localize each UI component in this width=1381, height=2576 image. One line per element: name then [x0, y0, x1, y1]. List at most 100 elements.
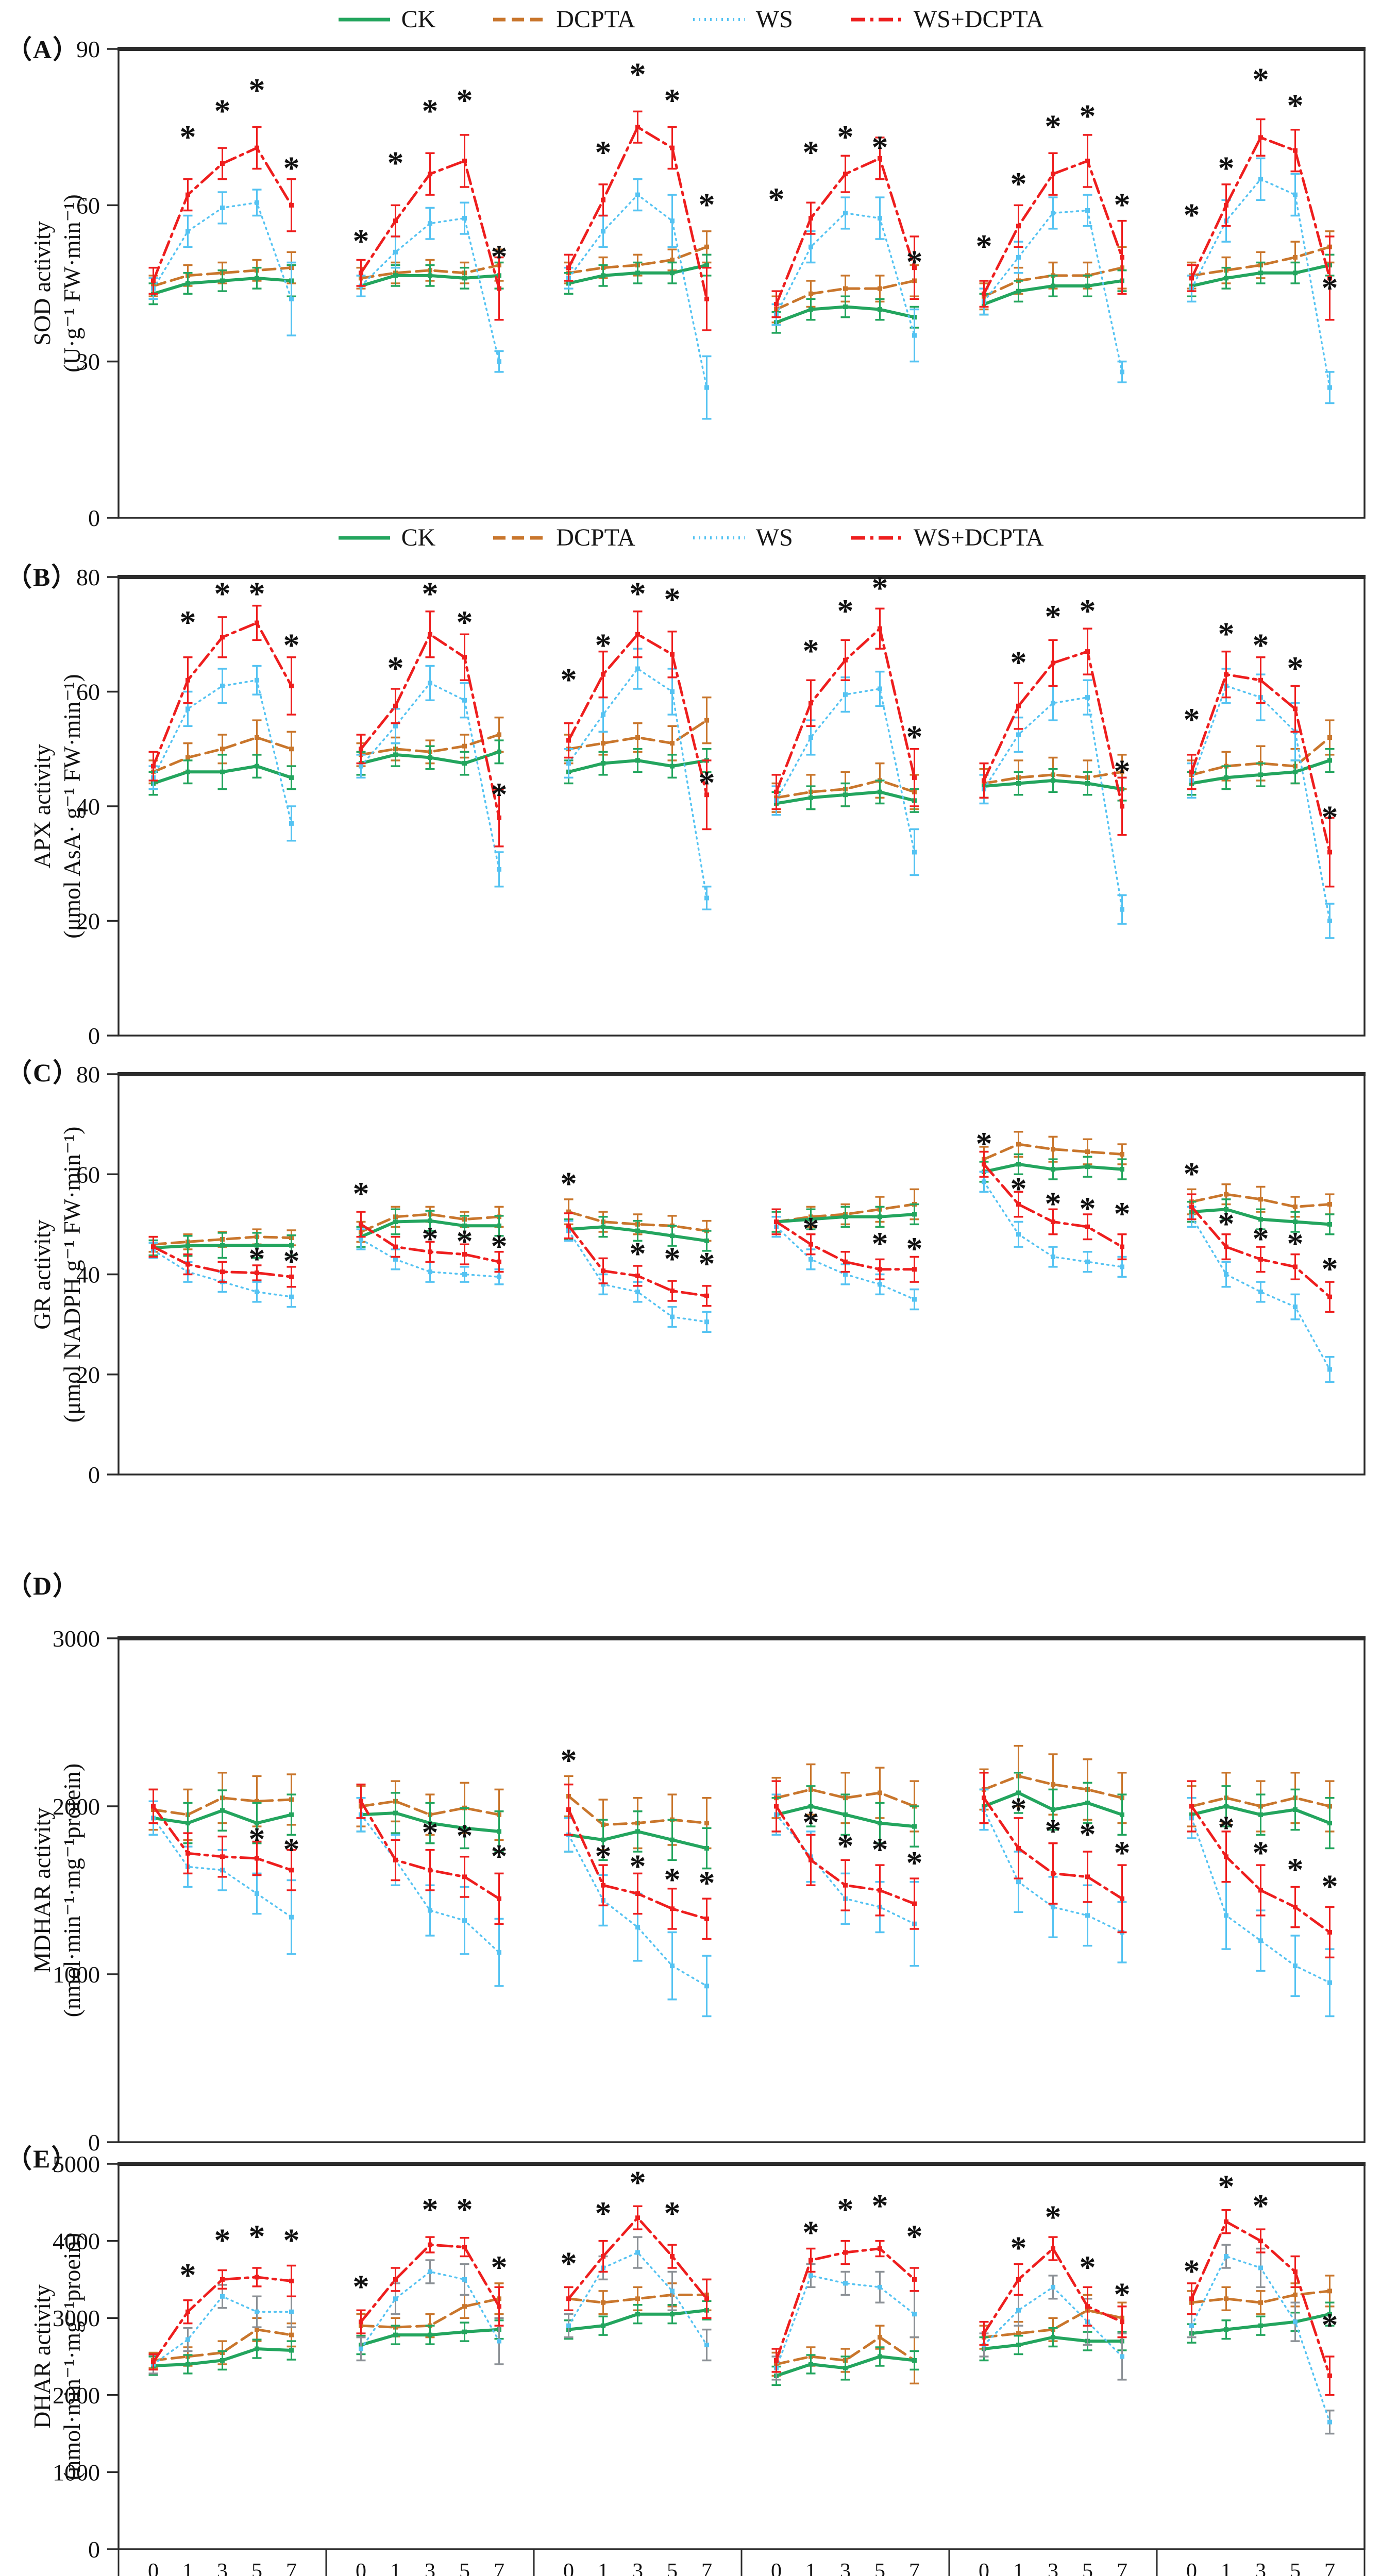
- svg-text:*: *: [457, 2191, 473, 2228]
- panel-a-ylabel-unit: (U·g⁻¹ FW·min⁻¹): [59, 194, 85, 372]
- svg-text:*: *: [1184, 197, 1200, 233]
- svg-text:*: *: [1287, 1851, 1304, 1888]
- svg-text:*: *: [699, 1245, 715, 1282]
- svg-text:*: *: [457, 1223, 473, 1259]
- svg-text:*: *: [491, 776, 508, 812]
- panel-（C）-plot: 0 20 40 60 80 * * * * * * * * * * * * * * * * * * * * * * *: [76, 1061, 1366, 1488]
- series-WS_DCPTA: [356, 1211, 504, 1273]
- ws-line-swatch-icon: [693, 18, 745, 21]
- svg-text:*: *: [872, 569, 888, 606]
- svg-text:5: 5: [1082, 2560, 1093, 2576]
- legend-top: CK DCPTA WS WS+DCPTA: [0, 5, 1381, 33]
- svg-text:*: *: [457, 82, 473, 118]
- panel-c-label: （C）: [6, 1058, 80, 1087]
- series-WS_DCPTA: [564, 2205, 712, 2319]
- svg-text:20: 20: [76, 1362, 100, 1388]
- legend-item-ws: WS: [692, 523, 793, 552]
- series-WS_DCPTA: [356, 2236, 504, 2334]
- series-WS_DCPTA: [356, 134, 504, 321]
- svg-text:1: 1: [182, 2560, 193, 2576]
- svg-text:1000: 1000: [53, 2459, 100, 2485]
- svg-text:*: *: [283, 627, 300, 664]
- svg-text:*: *: [1287, 650, 1304, 686]
- legend-item-ws: WS: [692, 5, 793, 33]
- svg-text:*: *: [353, 223, 369, 259]
- series-WS_DCPTA: [1187, 118, 1335, 321]
- svg-text:*: *: [1322, 799, 1338, 835]
- svg-text:*: *: [1114, 2276, 1131, 2312]
- panel-a-ylabel: SOD activity: [29, 221, 55, 346]
- svg-text:*: *: [422, 92, 439, 129]
- legend-middle: CK DCPTA WS WS+DCPTA: [0, 523, 1381, 552]
- svg-text:60: 60: [76, 679, 100, 705]
- svg-text:*: *: [561, 1165, 577, 1202]
- series-WS_DCPTA: [1187, 650, 1335, 888]
- series-CK: [564, 748, 712, 785]
- ws-line-swatch-icon: [693, 536, 745, 539]
- legend-item-dcpta: DCPTA: [492, 5, 635, 33]
- svg-text:*: *: [422, 575, 439, 612]
- svg-text:*: *: [976, 228, 992, 264]
- svg-text:0: 0: [148, 2560, 159, 2576]
- svg-text:0: 0: [563, 2560, 574, 2576]
- svg-text:*: *: [422, 1221, 439, 1257]
- series-CK: [979, 1153, 1127, 1183]
- svg-text:*: *: [1218, 2168, 1235, 2205]
- legend-item-ws-dcpta: WS+DCPTA: [850, 5, 1043, 33]
- series-WS_DCPTA: [148, 1235, 296, 1288]
- svg-text:*: *: [872, 2187, 888, 2224]
- svg-text:3: 3: [425, 2560, 435, 2576]
- svg-text:*: *: [803, 1210, 819, 1247]
- series-WS_DCPTA: [979, 134, 1127, 308]
- svg-text:4000: 4000: [53, 2228, 100, 2255]
- svg-text:*: *: [1322, 1868, 1338, 1904]
- svg-text:*: *: [630, 1848, 646, 1884]
- legend-label: DCPTA: [556, 6, 635, 33]
- svg-text:*: *: [1253, 61, 1269, 98]
- svg-text:1000: 1000: [53, 1961, 100, 1988]
- svg-text:*: *: [491, 238, 508, 275]
- legend-item-ck: CK: [338, 5, 435, 33]
- svg-text:7: 7: [1324, 2560, 1335, 2576]
- svg-text:0: 0: [356, 2560, 366, 2576]
- svg-text:3: 3: [1255, 2560, 1266, 2576]
- svg-text:60: 60: [76, 1161, 100, 1188]
- svg-text:*: *: [699, 765, 715, 801]
- svg-text:*: *: [1218, 615, 1235, 652]
- x-axis-area: 013570135701357013570135701357VT StageR2…: [117, 2549, 1366, 2576]
- panel-（E）-plot: 0 1000 2000 3000 4000 5000 * * * * * * * * * * * * * * * * * * *…: [53, 2151, 1366, 2563]
- svg-text:*: *: [803, 2214, 819, 2251]
- dcpta-line-swatch-icon: [493, 536, 545, 539]
- svg-text:20: 20: [76, 908, 100, 935]
- series-CK: [771, 779, 919, 816]
- svg-text:5000: 5000: [53, 2151, 100, 2177]
- legend-label: WS: [755, 6, 793, 33]
- svg-text:80: 80: [76, 564, 100, 590]
- svg-text:*: *: [1184, 2252, 1200, 2289]
- svg-text:*: *: [664, 2195, 681, 2231]
- svg-text:*: *: [1253, 2187, 1269, 2224]
- svg-text:0: 0: [88, 505, 100, 531]
- svg-text:*: *: [803, 1804, 819, 1841]
- svg-text:*: *: [630, 56, 646, 93]
- svg-text:1: 1: [390, 2560, 401, 2576]
- svg-text:*: *: [1114, 753, 1131, 789]
- svg-text:*: *: [1218, 1809, 1235, 1845]
- svg-text:40: 40: [76, 1262, 100, 1288]
- svg-text:*: *: [283, 1831, 300, 1868]
- panel-a-label: （A）: [6, 35, 80, 64]
- svg-text:*: *: [1218, 1205, 1235, 1242]
- svg-text:*: *: [214, 92, 231, 129]
- svg-text:*: *: [664, 1861, 681, 1897]
- ws-dcpta-line-swatch-icon: [850, 536, 902, 539]
- svg-text:*: *: [1287, 87, 1304, 124]
- svg-text:*: *: [1045, 598, 1062, 635]
- series-CK: [1187, 1785, 1335, 1850]
- svg-text:3: 3: [217, 2560, 228, 2576]
- series-CK: [979, 2327, 1127, 2362]
- svg-text:3000: 3000: [53, 2305, 100, 2331]
- svg-text:*: *: [1011, 165, 1027, 202]
- svg-text:7: 7: [494, 2560, 504, 2576]
- svg-text:*: *: [422, 1814, 439, 1851]
- svg-text:1: 1: [1221, 2560, 1232, 2576]
